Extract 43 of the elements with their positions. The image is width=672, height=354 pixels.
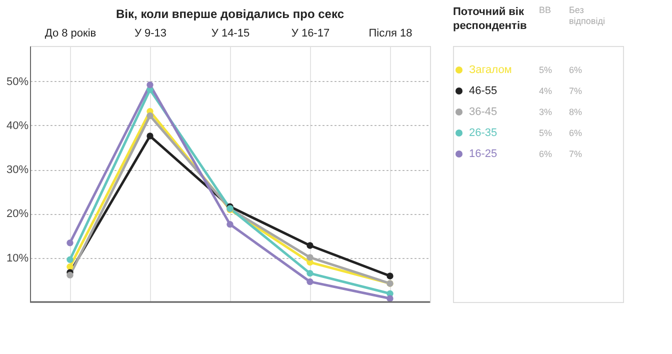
point [386, 295, 394, 302]
text: 8% [569, 107, 582, 117]
point [146, 132, 154, 140]
text: 4% [539, 86, 552, 96]
point [66, 263, 74, 270]
legend-label: 16-25 [469, 148, 498, 160]
point [146, 81, 154, 88]
x-tick-label: До 8 років [44, 28, 96, 40]
point [386, 272, 394, 280]
text: 6% [569, 128, 582, 138]
point [66, 240, 74, 246]
point [66, 256, 74, 263]
legend-label: Загалом [469, 64, 512, 76]
y-tick-label: 10% [6, 252, 29, 264]
point [306, 242, 314, 249]
text: 6% [539, 149, 552, 159]
x-tick-label: У 14-15 [211, 28, 250, 40]
y-tick-label: 50% [6, 76, 29, 88]
point [66, 272, 74, 278]
x-tick-label: У 16-17 [291, 28, 330, 40]
point [306, 254, 314, 261]
legend-label: 46-55 [469, 85, 498, 97]
y-tick-label: 40% [6, 120, 29, 132]
x-tick-label: Після 18 [368, 28, 412, 40]
text: 3% [539, 107, 552, 117]
y-tick-label: 20% [6, 208, 29, 220]
y-tick-label: 30% [6, 164, 29, 176]
point [226, 220, 234, 228]
legend-label: 26-35 [469, 127, 498, 139]
text: Без відповіді [569, 5, 605, 26]
text: 5% [539, 65, 552, 75]
legend-label: 36-45 [469, 106, 498, 118]
chart-title: Вік, коли вперше довідались про секс [116, 7, 344, 21]
text: ВВ [539, 5, 552, 15]
text: 6% [569, 65, 582, 75]
x-tick-label: У 9-13 [134, 28, 167, 40]
legend-title: Поточний вік респондентів [453, 6, 528, 32]
text: 7% [569, 149, 582, 159]
point [306, 278, 314, 286]
point [306, 270, 314, 277]
text: 5% [539, 128, 552, 138]
text: 7% [569, 86, 582, 96]
point [146, 112, 154, 120]
